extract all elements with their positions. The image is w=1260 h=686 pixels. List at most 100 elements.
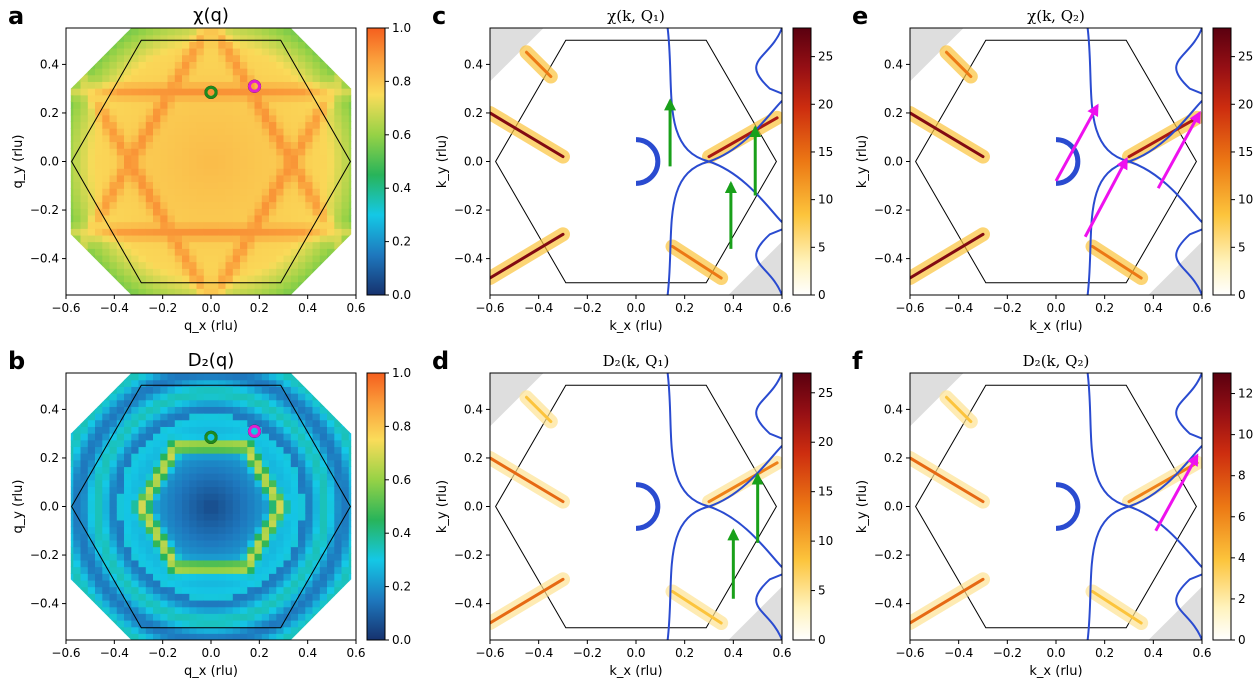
x-tick-label: −0.4 bbox=[944, 646, 973, 660]
colorbar-tick-label: 0.2 bbox=[392, 580, 411, 594]
heatmap-cells bbox=[70, 373, 352, 640]
x-axis-label: k_x (rlu) bbox=[609, 319, 662, 334]
colorbar bbox=[792, 27, 812, 296]
y-tick-label: 0.2 bbox=[464, 106, 483, 120]
colorbar-tick-label: 1.0 bbox=[392, 366, 411, 380]
x-tick-label: −0.6 bbox=[895, 646, 924, 660]
colorbar-tick-label: 25 bbox=[1238, 50, 1253, 64]
arrow-q2 bbox=[1156, 110, 1201, 189]
colorbar-tick-label: 0.0 bbox=[392, 288, 411, 302]
y-tick-label: −0.4 bbox=[874, 252, 903, 266]
y-tick-label: −0.4 bbox=[454, 597, 483, 611]
intensity-streak-core bbox=[490, 232, 565, 280]
y-axis-label: k_y (rlu) bbox=[855, 135, 870, 188]
x-axis-label: k_x (rlu) bbox=[609, 664, 662, 679]
panel-title: D₂(k, Q₂) bbox=[1023, 352, 1090, 370]
colorbar-tick-label: 20 bbox=[1238, 97, 1253, 111]
y-tick-label: −0.4 bbox=[30, 252, 59, 266]
colorbar bbox=[1212, 372, 1232, 641]
no-data-corner bbox=[1148, 586, 1202, 640]
fermi-surface bbox=[666, 28, 782, 223]
no-data-corner bbox=[910, 28, 964, 82]
colorbar-tick-label: 0.8 bbox=[392, 419, 411, 433]
marker-q2 bbox=[248, 424, 261, 438]
fermi-surface bbox=[1086, 373, 1202, 568]
x-tick-label: −0.4 bbox=[524, 646, 553, 660]
x-tick-label: −0.2 bbox=[993, 646, 1022, 660]
fermi-surface bbox=[666, 445, 782, 640]
arrow-q2 bbox=[1054, 103, 1099, 182]
intensity-streak-core bbox=[671, 589, 723, 625]
x-tick-label: 0.2 bbox=[675, 646, 694, 660]
x-tick-label: 0.4 bbox=[298, 301, 317, 315]
brillouin-zone bbox=[71, 384, 351, 629]
x-tick-label: −0.6 bbox=[51, 301, 80, 315]
intensity-streak-core bbox=[1127, 116, 1199, 159]
panel-label: c bbox=[432, 2, 446, 30]
y-tick-label: −0.2 bbox=[454, 548, 483, 562]
x-tick-label: 0.0 bbox=[201, 301, 220, 315]
colorbar-tick-label: 0.4 bbox=[392, 526, 411, 540]
intensity-streak-core bbox=[1091, 244, 1143, 280]
x-tick-label: 0.4 bbox=[1144, 646, 1163, 660]
y-axis-label: k_y (rlu) bbox=[435, 135, 450, 188]
fermi-surface bbox=[1175, 28, 1202, 95]
fermi-surface bbox=[1086, 445, 1202, 640]
x-tick-label: −0.2 bbox=[993, 301, 1022, 315]
no-data-corner bbox=[490, 28, 544, 82]
y-tick-label: 0.2 bbox=[40, 106, 59, 120]
x-tick-label: 0.2 bbox=[250, 301, 269, 315]
brillouin-zone bbox=[495, 384, 777, 629]
colorbar-tick-label: 0.6 bbox=[392, 473, 411, 487]
intensity-streak-core bbox=[910, 232, 985, 280]
intensity-streak-core bbox=[1127, 461, 1199, 504]
y-tick-label: −0.4 bbox=[30, 597, 59, 611]
colorbar bbox=[792, 372, 812, 641]
panel-title: χ(k, Q₂) bbox=[1027, 7, 1085, 25]
y-tick-label: −0.2 bbox=[454, 203, 483, 217]
x-axis-label: q_x (rlu) bbox=[184, 319, 238, 334]
arrow-q2 bbox=[1154, 453, 1199, 532]
brillouin-zone bbox=[71, 39, 351, 284]
x-axis-label: k_x (rlu) bbox=[1029, 319, 1082, 334]
y-tick-label: 0.2 bbox=[884, 451, 903, 465]
panel-label: e bbox=[852, 2, 868, 30]
x-tick-label: 0.2 bbox=[675, 301, 694, 315]
plot-area bbox=[490, 28, 782, 295]
colorbar-tick-label: 20 bbox=[818, 97, 833, 111]
y-tick-label: 0.4 bbox=[884, 402, 903, 416]
colorbar-tick-label: 0 bbox=[1238, 288, 1246, 302]
colorbar-tick-label: 0.2 bbox=[392, 235, 411, 249]
y-tick-label: 0.0 bbox=[884, 155, 903, 169]
x-tick-label: 0.6 bbox=[1192, 301, 1211, 315]
intensity-streak-core bbox=[490, 111, 565, 159]
y-tick-label: 0.2 bbox=[464, 451, 483, 465]
x-tick-label: 0.4 bbox=[724, 301, 743, 315]
panel-e: −0.6 −0.4 −0.2 0.0 0.2 0.4 0.6 −0.4 −0.2 0.0 0.2 0.… bbox=[852, 2, 1253, 334]
panel-title: D₂(q) bbox=[188, 350, 235, 371]
fermi-pocket bbox=[1055, 482, 1081, 531]
plot-area bbox=[70, 28, 352, 295]
panel-c: −0.6 −0.4 −0.2 0.0 0.2 0.4 0.6 −0.4 −0.2 0.0 0.2 0.… bbox=[432, 2, 833, 334]
colorbar bbox=[366, 372, 386, 641]
x-tick-label: −0.6 bbox=[895, 301, 924, 315]
colorbar-tick-label: 10 bbox=[1238, 428, 1253, 442]
colorbar-tick-label: 0 bbox=[818, 288, 826, 302]
x-tick-label: −0.4 bbox=[100, 301, 129, 315]
intensity-streak-core bbox=[910, 577, 985, 625]
plot-area bbox=[70, 373, 352, 640]
colorbar bbox=[1212, 27, 1232, 296]
y-tick-label: 0.0 bbox=[884, 500, 903, 514]
x-tick-label: 0.0 bbox=[626, 301, 645, 315]
x-tick-label: 0.6 bbox=[346, 301, 365, 315]
marker-q2 bbox=[248, 79, 261, 93]
colorbar-tick-label: 12 bbox=[1238, 387, 1253, 401]
x-tick-label: 0.4 bbox=[724, 646, 743, 660]
intensity-streak-core bbox=[525, 395, 553, 424]
panel-title: χ(k, Q₁) bbox=[607, 7, 665, 25]
colorbar-tick-label: 8 bbox=[1238, 469, 1246, 483]
x-axis-label: q_x (rlu) bbox=[184, 664, 238, 679]
fermi-pocket bbox=[635, 482, 661, 531]
fermi-surface bbox=[755, 28, 782, 95]
no-data-corner bbox=[728, 586, 782, 640]
